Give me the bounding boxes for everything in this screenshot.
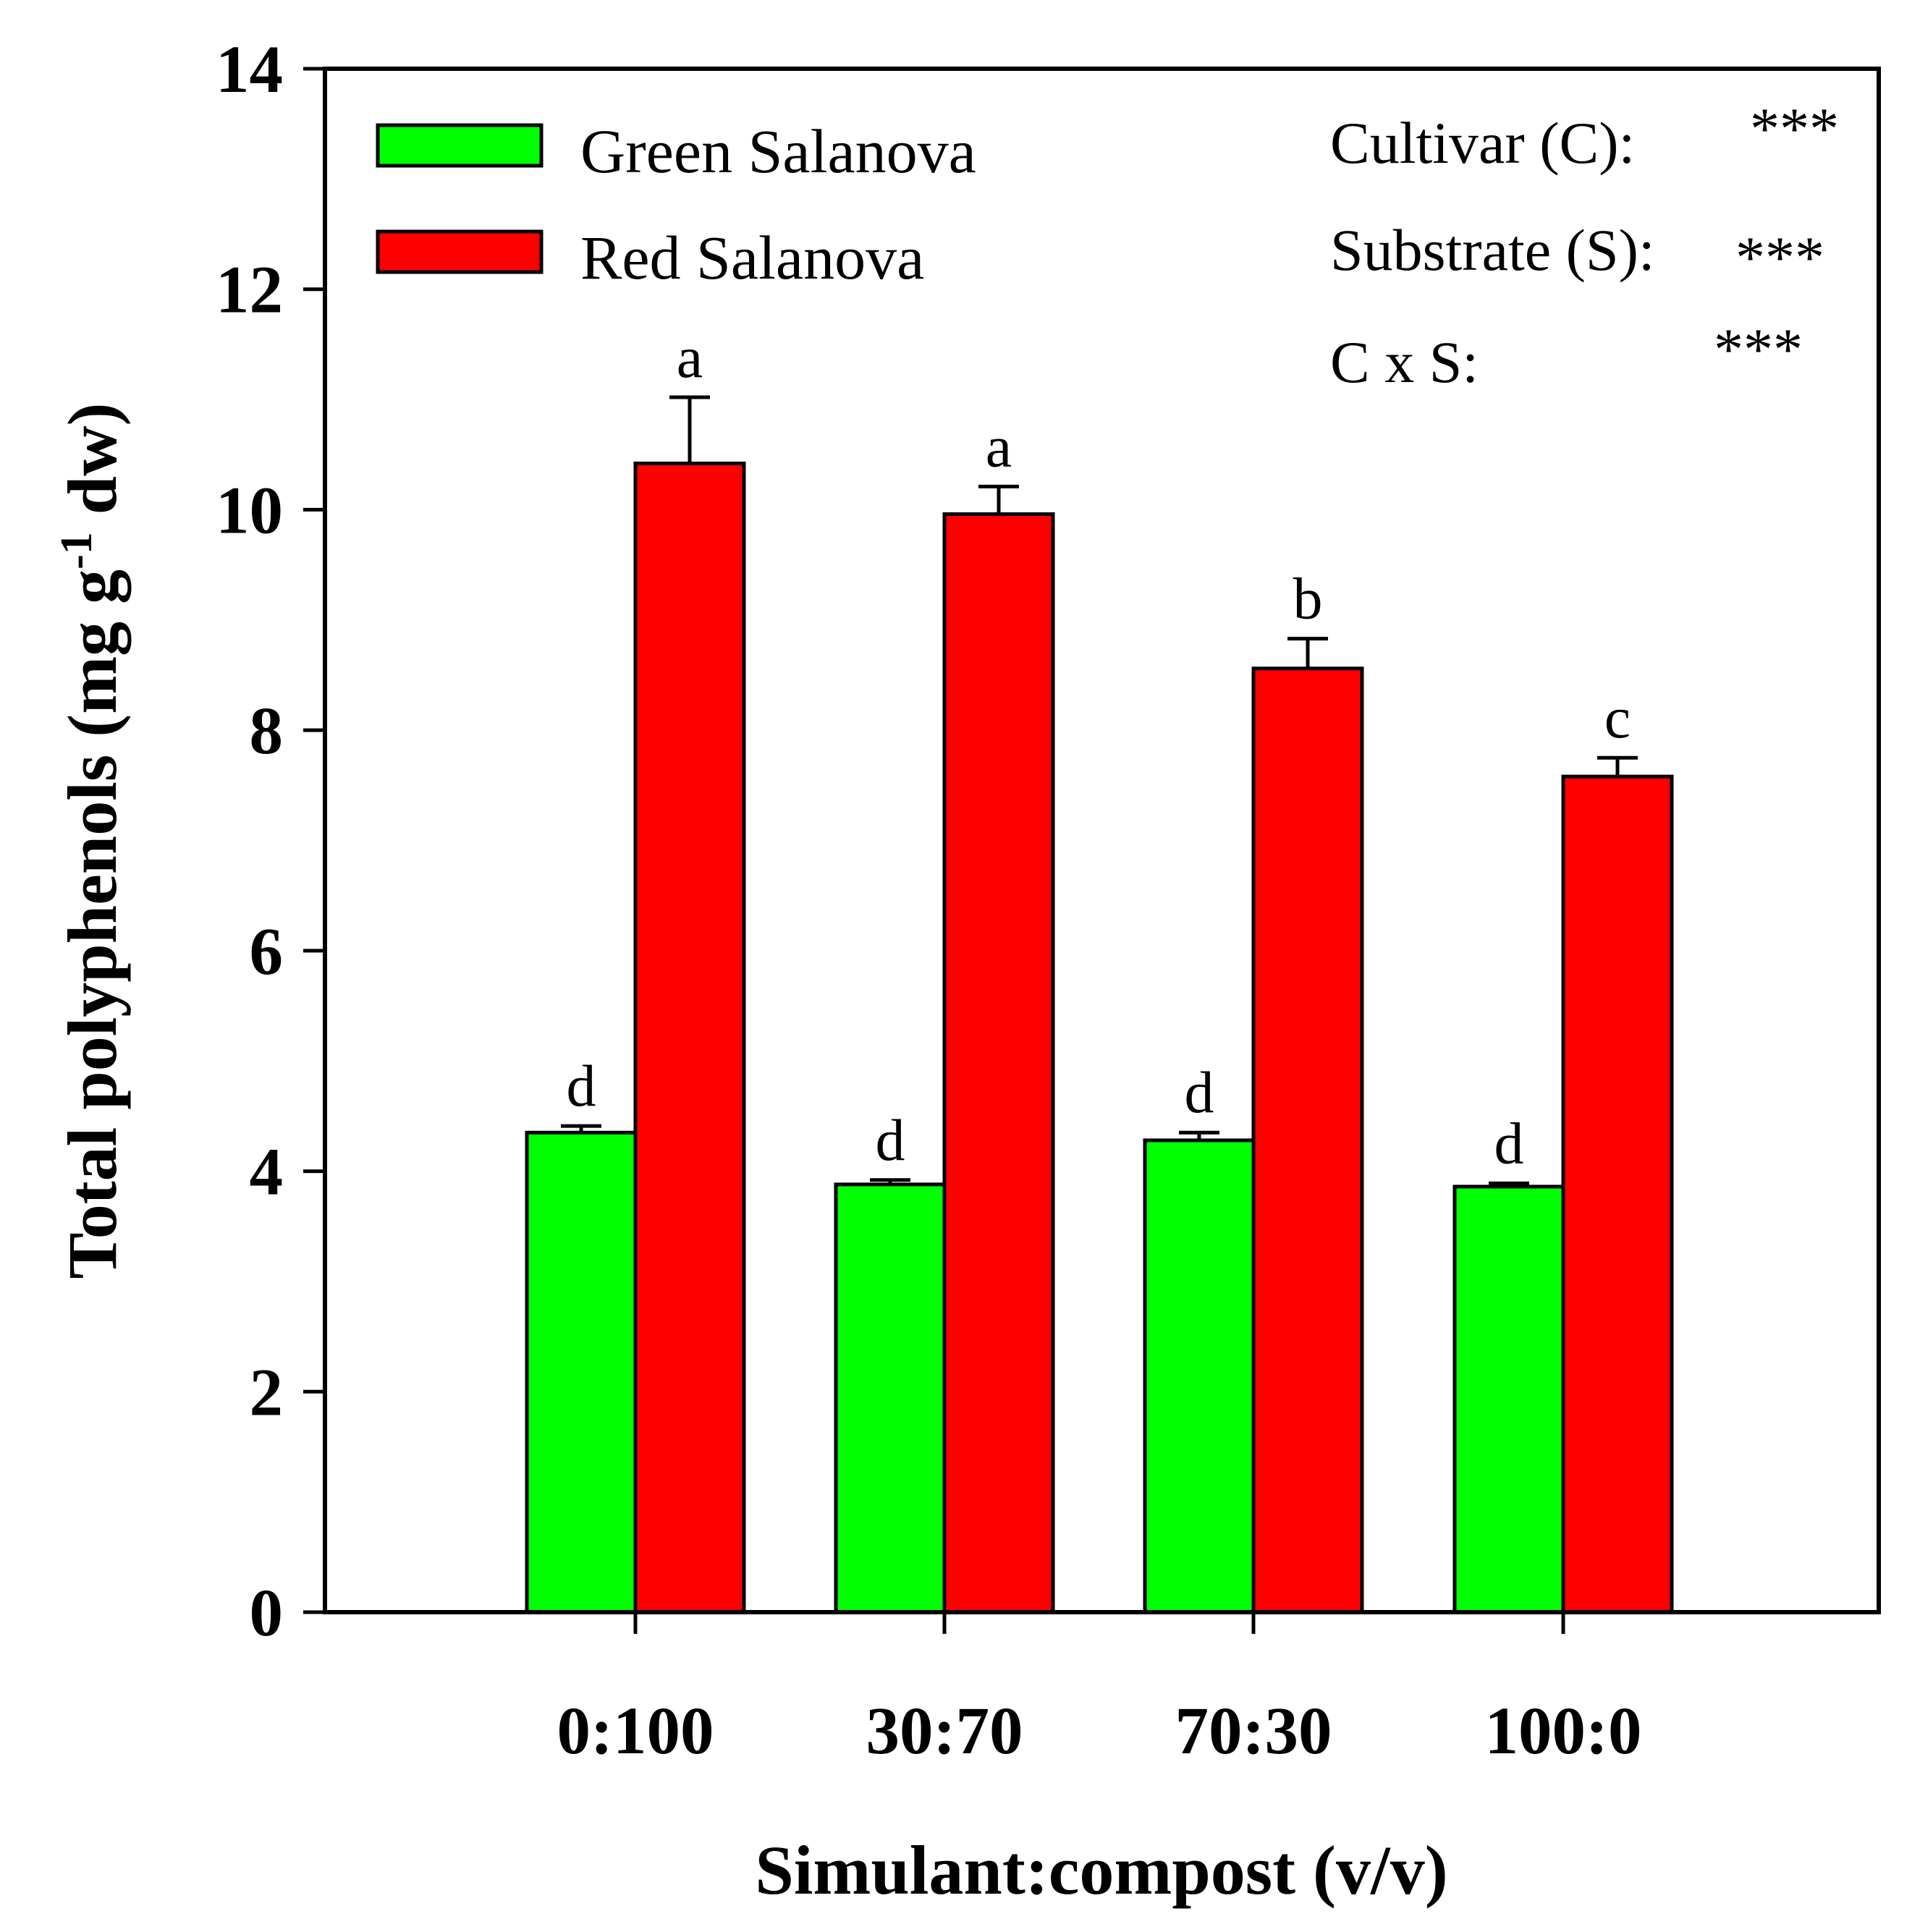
- y-tick-label: 12: [216, 253, 283, 328]
- x-tick-label: 100:0: [1485, 1694, 1642, 1768]
- significance-letter: c: [1604, 685, 1631, 750]
- y-tick-label: 14: [216, 33, 283, 107]
- bar-green: [525, 1130, 638, 1614]
- significance-letter: a: [677, 324, 703, 390]
- x-axis-title: Simulant:compost (v/v): [755, 1831, 1447, 1909]
- significance-letter: b: [1293, 566, 1323, 632]
- stat-label-cultivar: Cultivar (C):: [1330, 110, 1635, 176]
- stat-value-cultivar: ***: [1750, 96, 1839, 161]
- significance-stats: Cultivar (C): *** Substrate (S): *** C x…: [1330, 96, 1839, 395]
- significance-letter: a: [986, 413, 1012, 479]
- y-axis: 0 2 4 6 8 10 12 14: [216, 33, 325, 1651]
- x-tick-label: 70:30: [1175, 1694, 1332, 1768]
- bar-red: [1251, 666, 1364, 1614]
- stat-label-interaction: C x S:: [1330, 329, 1479, 395]
- legend-swatch-red: [376, 229, 544, 274]
- significance-letter: d: [567, 1053, 596, 1119]
- y-tick-label: 6: [250, 915, 284, 989]
- y-tick-label: 10: [216, 473, 283, 548]
- y-tick-label: 8: [250, 694, 284, 768]
- x-axis: 0:100 30:70 70:30 100:0: [557, 1612, 1642, 1768]
- significance-letter: d: [876, 1107, 905, 1173]
- bar-red: [633, 461, 746, 1614]
- bar-red: [942, 512, 1055, 1614]
- bar-green: [1452, 1185, 1565, 1614]
- stat-label-substrate: Substrate (S):: [1330, 217, 1655, 283]
- y-tick-label: 2: [250, 1355, 284, 1430]
- legend-label-red: Red Salanova: [580, 223, 924, 292]
- x-tick-label: 30:70: [866, 1694, 1023, 1768]
- legend-label-green: Green Salanova: [580, 116, 976, 186]
- y-axis-title: Total polyphenols (mg g-1 dw): [52, 402, 131, 1279]
- legend-swatch-green: [376, 123, 544, 168]
- x-tick-label: 0:100: [557, 1694, 714, 1768]
- plot-frame: [323, 67, 1881, 1614]
- y-tick-label: 0: [250, 1576, 284, 1651]
- bar-green: [1143, 1138, 1256, 1614]
- bar-green: [834, 1182, 947, 1614]
- stat-value-interaction: ***: [1714, 316, 1803, 382]
- plot-area: d d d d a a b c: [525, 324, 1674, 1614]
- stat-value-substrate: ***: [1735, 224, 1824, 290]
- bar-red: [1561, 774, 1674, 1614]
- significance-letter: d: [1185, 1059, 1214, 1125]
- legend: Green Salanova Red Salanova: [376, 116, 976, 292]
- y-tick-label: 4: [250, 1135, 284, 1210]
- significance-letter: d: [1494, 1110, 1524, 1176]
